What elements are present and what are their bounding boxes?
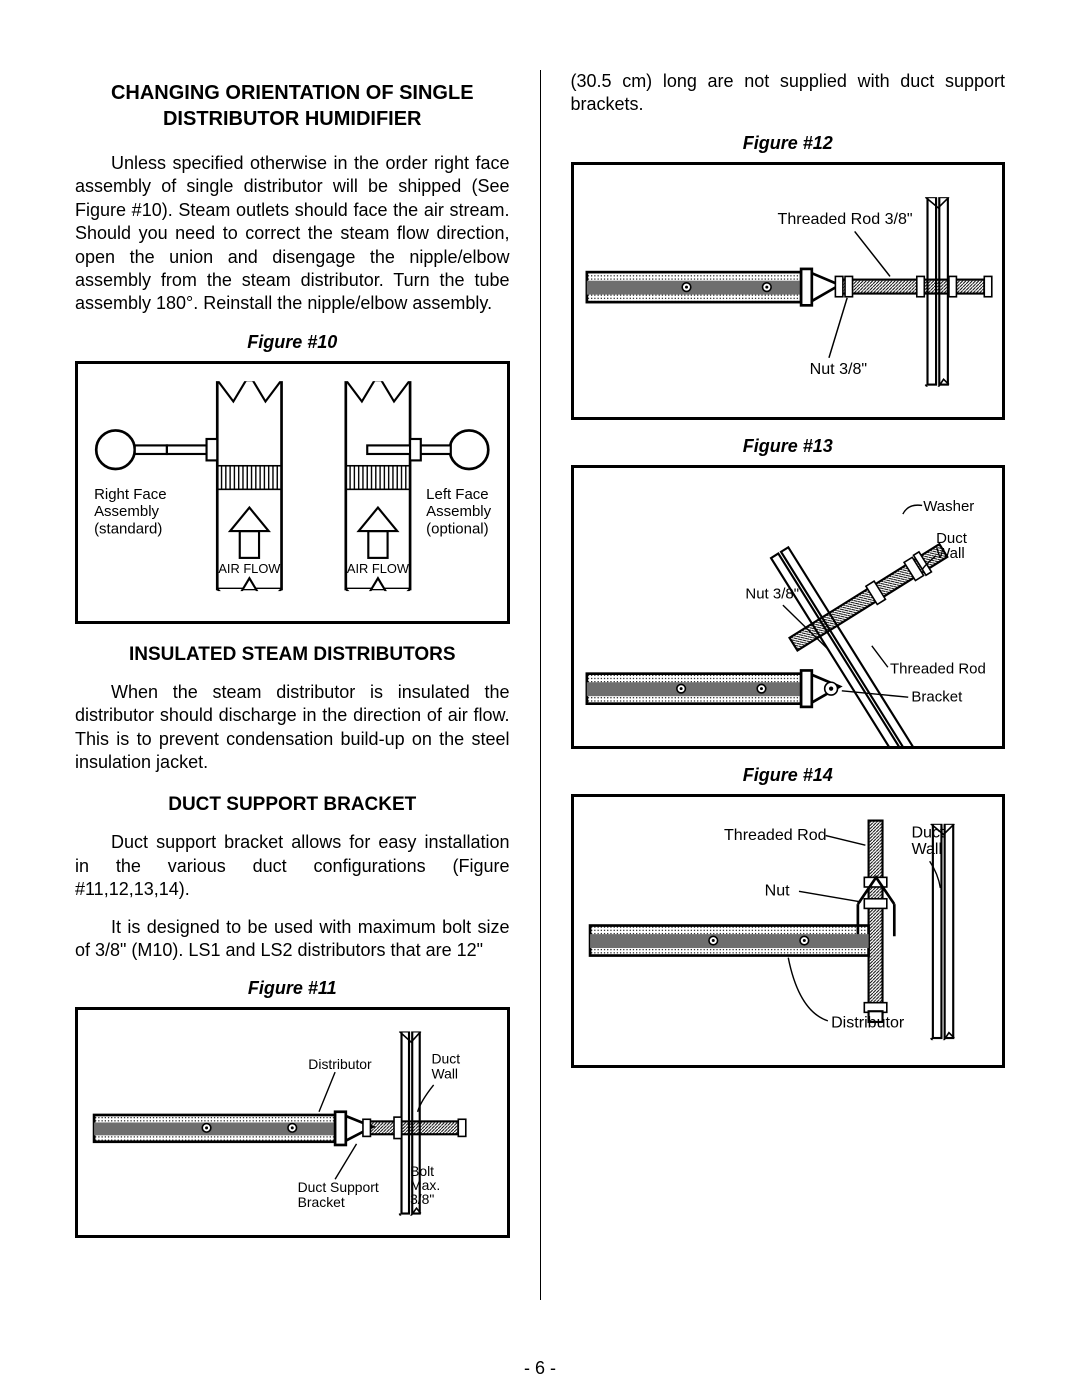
figure-11-label: Figure #11 [75,978,510,999]
right-column: (30.5 cm) long are not supplied with duc… [541,70,1026,1300]
fig11-distributor-label: Distributor [308,1056,372,1072]
figure-14-label: Figure #14 [571,765,1006,786]
svg-text:Duct SupportBracket: Duct SupportBracket [298,1179,379,1210]
svg-text:Right Face Assembly: Right Face Assembly (standard) [94,486,171,537]
fig14-nut-label: Nut [764,882,790,900]
two-column-layout: CHANGING ORIENTATION OF SINGLE DISTRIBUT… [55,70,1025,1300]
fig13-rod: Threaded Rod [890,660,986,677]
svg-text:Washer: Washer [923,497,974,514]
page-number: - 6 - [0,1358,1080,1379]
figure-10: AIR FLOW AIR FLOW Right [75,361,510,624]
svg-text:DuctWall: DuctWall [432,1051,461,1082]
para-duct-2: It is designed to be used with maximum b… [75,916,510,963]
heading-changing-orientation: CHANGING ORIENTATION OF SINGLE DISTRIBUT… [75,80,510,132]
fig12-rod-label: Threaded Rod 3/8" [777,210,912,228]
para-orientation: Unless specified otherwise in the order … [75,152,510,316]
figure-13: Washer DuctWall Nut 3/8" Threaded Rod Br… [571,465,1006,750]
svg-text:BoltMax.3/8": BoltMax.3/8" [410,1163,440,1207]
heading-insulated: INSULATED STEAM DISTRIBUTORS [75,644,510,666]
left-column: CHANGING ORIENTATION OF SINGLE DISTRIBUT… [55,70,541,1300]
figure-13-label: Figure #13 [571,436,1006,457]
fig10-airflow-2: AIR FLOW [347,561,410,576]
svg-text:DuctWall: DuctWall [911,824,945,858]
heading-duct-support: DUCT SUPPORT BRACKET [75,794,510,816]
fig13-nut: Nut 3/8" [745,585,799,602]
fig10-airflow-1: AIR FLOW [218,561,281,576]
fig12-nut-label: Nut 3/8" [809,360,867,378]
svg-text:Left Face Assembly: Left Face Assembly (optional) [426,486,495,537]
manual-page: CHANGING ORIENTATION OF SINGLE DISTRIBUT… [0,0,1080,1397]
fig14-dist-label: Distributor [831,1013,905,1031]
para-cont: (30.5 cm) long are not supplied with duc… [571,70,1006,117]
figure-14: Threaded Rod DuctWall Nut Distributor [571,794,1006,1068]
figure-12: Threaded Rod 3/8" Nut 3/8" [571,162,1006,420]
fig13-bracket: Bracket [911,688,963,705]
figure-10-label: Figure #10 [75,332,510,353]
svg-text:DuctWall: DuctWall [936,530,968,562]
figure-12-label: Figure #12 [571,133,1006,154]
para-duct-1: Duct support bracket allows for easy ins… [75,831,510,901]
fig14-rod-label: Threaded Rod [723,826,826,844]
figure-11: Distributor DuctWall Duct SupportBracket… [75,1007,510,1238]
para-insulated: When the steam distributor is insulated … [75,681,510,775]
